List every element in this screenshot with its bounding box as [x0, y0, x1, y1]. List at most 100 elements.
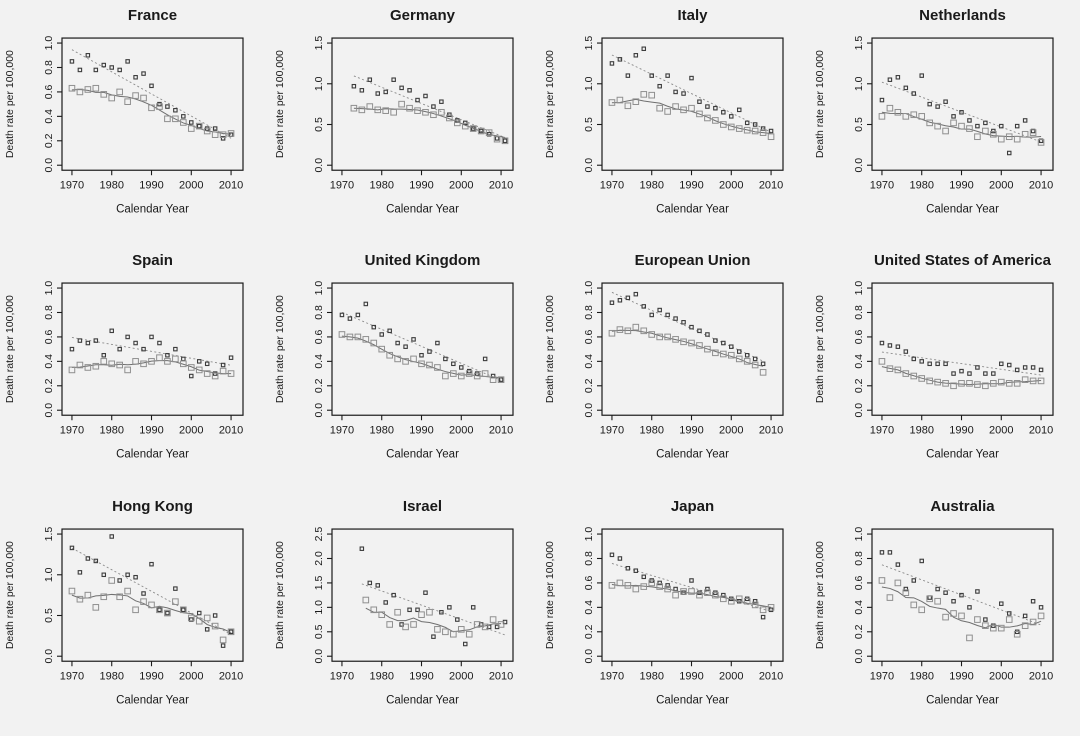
scatter-point	[767, 603, 775, 611]
y-tick-label: 0.0	[853, 403, 865, 418]
x-tick-label: 2010	[1029, 670, 1053, 682]
scatter-point	[419, 353, 424, 358]
scatter-point	[374, 106, 382, 114]
trend-line-solid	[71, 89, 232, 135]
x-tick-label: 2010	[489, 179, 513, 191]
trend-line-dotted	[71, 49, 232, 139]
scatter-point	[109, 328, 114, 334]
x-tick-label: 1970	[330, 670, 354, 682]
scatter-point	[148, 358, 155, 365]
x-tick-label: 1970	[600, 670, 624, 682]
scatter-point	[656, 582, 663, 590]
scatter-point	[387, 328, 392, 334]
scatter-point	[935, 104, 940, 109]
scatter-point	[943, 590, 948, 595]
y-tick-label: 1.0	[583, 76, 595, 91]
chart-svg: United Kingdom Death rate per 100,000 Cale…	[274, 252, 514, 461]
scatter-point	[735, 125, 743, 132]
x-tick-label: 2010	[219, 670, 243, 682]
y-tick-label: 0.6	[43, 330, 55, 345]
y-tick-label: 0.4	[583, 354, 595, 369]
scatter-point	[473, 373, 481, 380]
y-tick-label: 1.0	[583, 281, 595, 296]
scatter-point	[454, 119, 461, 127]
scatter-point	[124, 366, 131, 374]
scatter-point	[736, 349, 742, 355]
scatter-point	[108, 360, 116, 368]
scatter-point	[219, 131, 227, 138]
plot-box	[61, 37, 244, 171]
scatter-point	[434, 625, 441, 633]
scatter-point	[609, 552, 615, 557]
scatter-point	[1006, 363, 1012, 368]
scatter-point	[982, 127, 989, 135]
scatter-point	[187, 125, 195, 132]
scatter-point	[983, 371, 988, 377]
scatter-point	[100, 91, 108, 98]
scatter-point	[902, 589, 910, 596]
y-axis-label: Death rate per 100,000	[814, 295, 826, 403]
x-tick-label: 2000	[449, 179, 473, 191]
scatter-point	[959, 369, 964, 374]
scatter-point	[1005, 133, 1013, 141]
scatter-point	[443, 356, 448, 362]
scatter-point	[624, 327, 632, 335]
scatter-point	[649, 313, 654, 318]
scatter-point	[689, 325, 694, 330]
y-tick-label: 0.0	[43, 158, 55, 173]
scatter-point	[124, 98, 131, 106]
scatter-point	[77, 569, 83, 575]
scatter-point	[379, 332, 384, 338]
plot-box	[601, 528, 784, 662]
chart-svg: Netherlands Death rate per 100,000 Calenda…	[814, 7, 1054, 215]
scatter-point	[608, 99, 616, 106]
scatter-point	[705, 332, 710, 338]
scatter-point	[116, 88, 123, 96]
scatter-point	[721, 110, 726, 115]
scatter-point	[721, 341, 726, 346]
scatter-point	[430, 111, 437, 119]
scatter-point	[371, 325, 377, 330]
scatter-point	[220, 643, 226, 648]
scatter-point	[85, 555, 91, 561]
scatter-point	[481, 623, 489, 630]
scatter-point	[974, 133, 981, 141]
scatter-point	[712, 591, 719, 599]
x-tick-label: 2010	[219, 179, 243, 191]
scatter-point	[966, 380, 973, 387]
scatter-point	[399, 85, 404, 91]
scatter-point	[943, 99, 948, 104]
scatter-point	[415, 607, 420, 612]
scatter-point	[704, 114, 711, 122]
chart-panel-germany: Germany Death rate per 100,000 Calendar Ye…	[270, 0, 540, 245]
scatter-point	[156, 103, 163, 110]
scatter-point	[386, 620, 393, 628]
x-tick-label: 1980	[909, 425, 933, 437]
y-tick-label: 0.6	[43, 84, 55, 99]
x-tick-label: 2010	[489, 425, 513, 437]
y-axis-label: Death rate per 100,000	[4, 541, 16, 649]
scatter-point	[689, 75, 694, 81]
x-tick-label: 1980	[369, 179, 393, 191]
y-tick-label: 0.8	[583, 551, 595, 566]
scatter-point	[680, 587, 687, 595]
scatter-point	[477, 127, 485, 135]
scatter-point	[148, 104, 155, 112]
plot-box	[61, 282, 244, 417]
scatter-point	[887, 343, 893, 349]
trend-line-dotted	[341, 312, 502, 382]
scatter-point	[101, 353, 107, 358]
scatter-point	[975, 588, 980, 594]
scatter-point	[918, 606, 926, 613]
scatter-point	[926, 595, 933, 602]
scatter-point	[363, 302, 369, 307]
scatter-point	[473, 620, 481, 628]
scatter-point	[354, 333, 362, 341]
scatter-point	[736, 107, 742, 113]
y-tick-label: 0.0	[313, 403, 325, 418]
y-axis-label: Death rate per 100,000	[274, 541, 286, 649]
scatter-point	[211, 373, 219, 380]
scatter-point	[446, 114, 453, 122]
scatter-point	[752, 598, 758, 604]
scatter-point	[426, 608, 433, 616]
